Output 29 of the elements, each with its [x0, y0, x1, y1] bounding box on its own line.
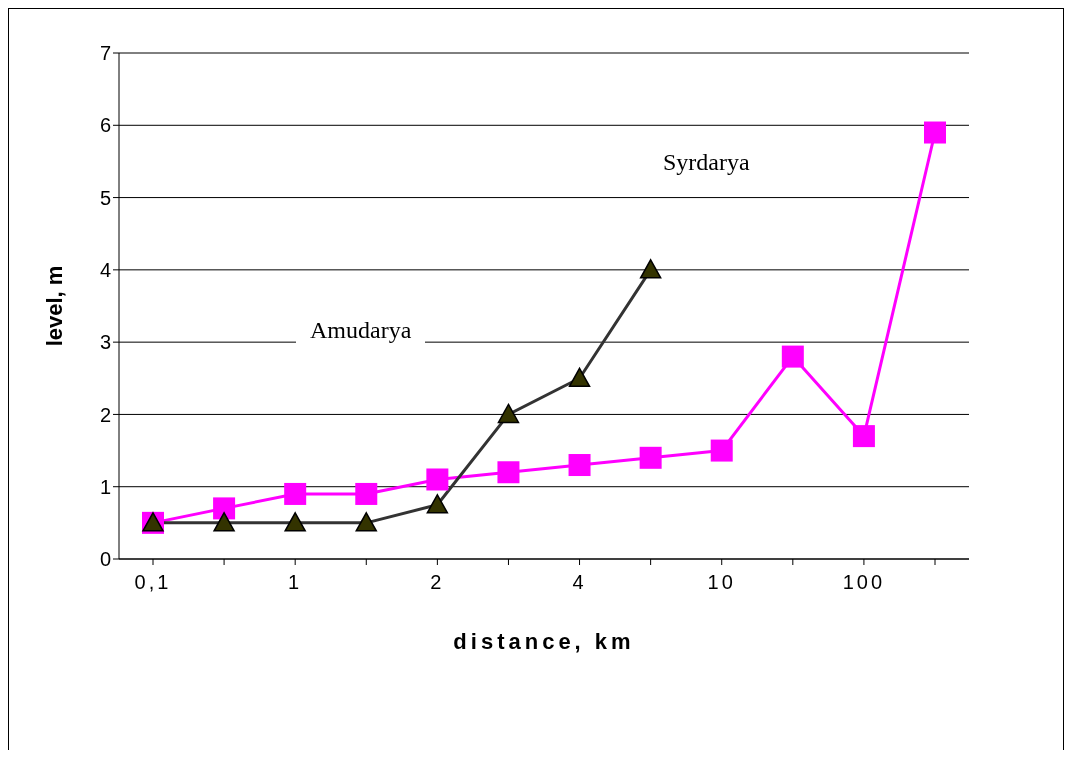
point — [426, 468, 449, 491]
y-tick-label: 1 — [99, 475, 111, 498]
y-axis-title: level, m — [41, 265, 67, 347]
point — [284, 482, 307, 505]
point — [924, 121, 946, 144]
point — [852, 425, 875, 448]
y-tick-label: 2 — [99, 403, 111, 426]
x-tick-label: 0,1 — [134, 571, 172, 594]
y-tick-label: 4 — [99, 258, 111, 281]
x-tick-label: 4 — [572, 571, 587, 594]
x-tick-label: 2 — [430, 571, 445, 594]
point — [497, 461, 520, 484]
y-tick-label: 7 — [99, 42, 111, 65]
y-tick-label: 0 — [99, 548, 111, 571]
x-tick-label: 1 — [288, 571, 303, 594]
y-tick-label: 5 — [99, 186, 111, 209]
point — [213, 497, 236, 520]
y-tick-label: 3 — [99, 331, 111, 354]
x-tick-label: 100 — [842, 571, 886, 594]
y-tick-label: 6 — [99, 114, 111, 137]
x-tick-label: 10 — [707, 571, 736, 594]
annotation: Syrdarya — [649, 149, 764, 176]
point — [568, 454, 591, 477]
point — [639, 446, 662, 469]
annotation: Amudarya — [296, 317, 426, 344]
point — [355, 482, 378, 505]
point — [781, 345, 804, 368]
x-axis-title: distance, km — [453, 629, 635, 654]
point — [710, 439, 733, 462]
